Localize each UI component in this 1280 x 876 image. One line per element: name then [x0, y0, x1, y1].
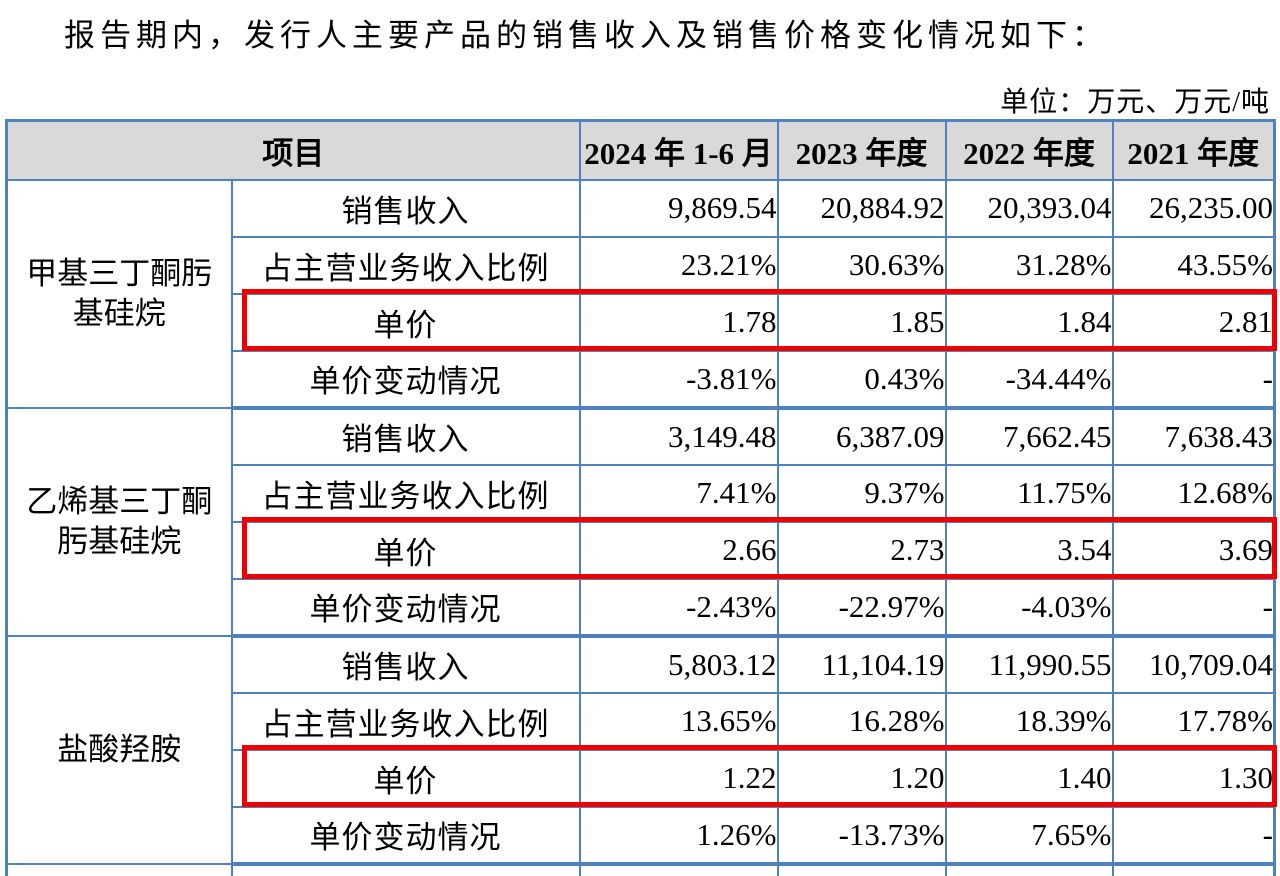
value-cell: 2.66 [578, 520, 779, 580]
value-cell: 7.41% [578, 463, 779, 523]
value-cell: - [1111, 577, 1276, 638]
value-cell: 3,149.48 [578, 406, 779, 466]
value-cell: 20,393.04 [944, 178, 1114, 238]
value-cell: -22.97% [776, 577, 947, 638]
header-period-2022: 2022 年度 [944, 119, 1114, 181]
value-cell [1111, 862, 1276, 876]
row-label-cell: 占主营业务收入比例 [230, 463, 581, 523]
unit-note: 单位：万元、万元/吨 [1000, 87, 1270, 118]
value-cell: 20,884.92 [776, 178, 947, 238]
row-label-cell: 占主营业务收入比例 [230, 691, 581, 751]
value-cell: -34.44% [944, 349, 1114, 410]
product-name-cell: 盐酸羟胺 [5, 634, 233, 865]
value-cell: 11,104.19 [776, 634, 947, 694]
value-cell: -4.03% [944, 577, 1114, 638]
table-row: 乙烯基三丁酮 肟基硅烷 销售收入 3,149.48 6,387.09 7,662… [5, 406, 1276, 637]
value-cell: -2.43% [578, 577, 779, 638]
row-label-cell [230, 862, 581, 876]
value-cell: - [1111, 349, 1276, 410]
table-row-partial [5, 862, 1276, 876]
header-period-2024: 2024 年 1-6 月 [578, 119, 779, 181]
table-row: 单价变动情况 -2.43% -22.97% -4.03% - [7, 577, 1276, 638]
header-item-cell: 项目 [5, 119, 581, 181]
value-cell: 0.43% [776, 349, 947, 410]
table-row: 盐酸羟胺 销售收入 5,803.12 11,104.19 11,990.55 1… [5, 634, 1276, 865]
intro-paragraph: 报告期内，发行人主要产品的销售收入及销售价格变化情况如下： [64, 18, 1108, 53]
value-cell: 1.30 [1111, 748, 1276, 808]
product-name-cell: 甲基三丁酮肟 基硅烷 [5, 178, 233, 409]
value-cell: 9,869.54 [578, 178, 779, 238]
value-cell: 10,709.04 [1111, 634, 1276, 694]
header-period-2021: 2021 年度 [1111, 119, 1276, 181]
value-cell: 18.39% [944, 691, 1114, 751]
row-label-cell: 单价变动情况 [230, 805, 581, 866]
value-cell: 9.37% [776, 463, 947, 523]
value-cell: 1.85 [776, 292, 947, 352]
value-cell: 11,990.55 [944, 634, 1114, 694]
value-cell: 13.65% [578, 691, 779, 751]
row-label-cell: 单价变动情况 [230, 349, 581, 410]
value-cell: 7,638.43 [1111, 406, 1276, 466]
value-cell: 5,803.12 [578, 634, 779, 694]
value-cell: 26,235.00 [1111, 178, 1276, 238]
value-cell: 23.21% [578, 235, 779, 295]
value-cell: 1.84 [944, 292, 1114, 352]
table-header-row: 项目 2024 年 1-6 月 2023 年度 2022 年度 2021 年度 [5, 119, 1276, 181]
row-label-cell: 单价 [230, 748, 581, 808]
row-label-cell: 销售收入 [230, 406, 581, 466]
row-label-cell: 单价 [230, 520, 581, 580]
row-label-cell: 单价 [230, 292, 581, 352]
value-cell: -13.73% [776, 805, 947, 866]
value-cell: -3.81% [578, 349, 779, 410]
value-cell: 1.40 [944, 748, 1114, 808]
value-cell: 1.78 [578, 292, 779, 352]
value-cell: 1.26% [578, 805, 779, 866]
value-cell: 43.55% [1111, 235, 1276, 295]
value-cell: 7,662.45 [944, 406, 1114, 466]
value-cell: 31.28% [944, 235, 1114, 295]
value-cell: 16.28% [776, 691, 947, 751]
table-row-unit-price: 单价 1.22 1.20 1.40 1.30 [7, 748, 1276, 808]
value-cell: 1.22 [578, 748, 779, 808]
header-period-2023: 2023 年度 [776, 119, 947, 181]
sales-revenue-price-table: 项目 2024 年 1-6 月 2023 年度 2022 年度 2021 年度 … [5, 119, 1276, 876]
row-label-cell: 销售收入 [230, 178, 581, 238]
value-cell: 2.81 [1111, 292, 1276, 352]
value-cell [776, 862, 947, 876]
table-row: 甲基三丁酮肟 基硅烷 销售收入 9,869.54 20,884.92 20,39… [5, 178, 1276, 409]
value-cell: 1.20 [776, 748, 947, 808]
row-label-cell: 单价变动情况 [230, 577, 581, 638]
table-row-unit-price: 单价 2.66 2.73 3.54 3.69 [7, 520, 1276, 580]
value-cell: 11.75% [944, 463, 1114, 523]
value-cell [944, 862, 1114, 876]
row-label-cell: 占主营业务收入比例 [230, 235, 581, 295]
value-cell: 12.68% [1111, 463, 1276, 523]
product-name-cell: 乙烯基三丁酮 肟基硅烷 [5, 406, 233, 637]
table-row: 单价变动情况 -3.81% 0.43% -34.44% - [7, 349, 1276, 410]
value-cell: 3.54 [944, 520, 1114, 580]
value-cell: 3.69 [1111, 520, 1276, 580]
value-cell: 17.78% [1111, 691, 1276, 751]
value-cell: 30.63% [776, 235, 947, 295]
table-row: 占主营业务收入比例 13.65% 16.28% 18.39% 17.78% [7, 691, 1276, 751]
value-cell: - [1111, 805, 1276, 866]
value-cell: 2.73 [776, 520, 947, 580]
table-row: 单价变动情况 1.26% -13.73% 7.65% - [7, 805, 1276, 866]
value-cell: 6,387.09 [776, 406, 947, 466]
row-label-cell: 销售收入 [230, 634, 581, 694]
product-name-cell [5, 862, 233, 876]
value-cell: 7.65% [944, 805, 1114, 866]
table-row: 占主营业务收入比例 7.41% 9.37% 11.75% 12.68% [7, 463, 1276, 523]
value-cell [578, 862, 779, 876]
